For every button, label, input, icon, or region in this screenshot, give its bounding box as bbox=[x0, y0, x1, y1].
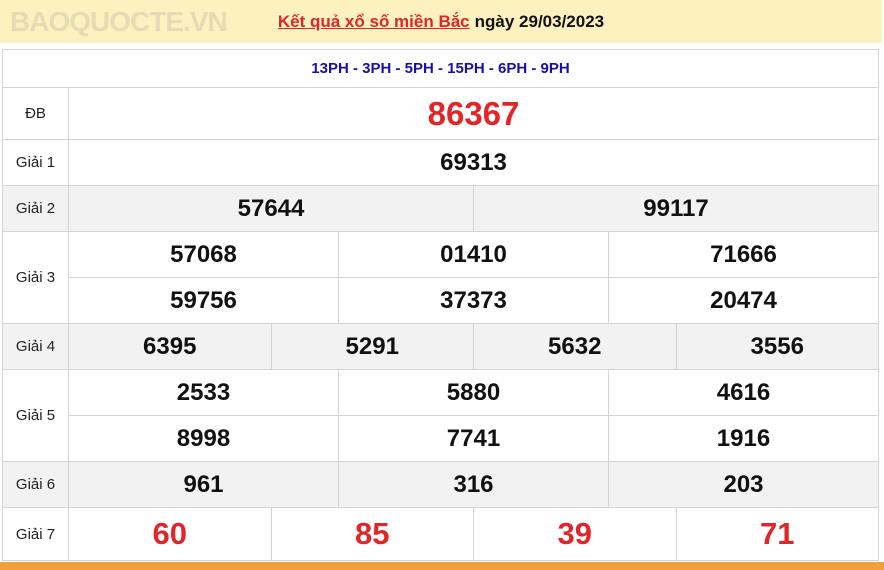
prize-row: ĐB 86367 bbox=[3, 88, 879, 140]
prize-number: 7741 bbox=[339, 416, 609, 461]
prize-number: 01410 bbox=[339, 232, 609, 277]
prize-number: 4616 bbox=[609, 370, 879, 415]
prize-number: 316 bbox=[339, 462, 609, 507]
prize-label: ĐB bbox=[3, 88, 69, 139]
prize-number: 2533 bbox=[69, 370, 339, 415]
prize-number: 69313 bbox=[69, 140, 879, 185]
prize-label: Giải 5 bbox=[3, 370, 69, 461]
prize-number: 5632 bbox=[474, 324, 677, 369]
prize-row: Giải 6 961 316 203 bbox=[3, 462, 879, 508]
title-link[interactable]: Kết quả xổ số miền Bắc bbox=[277, 11, 470, 31]
prize-number: 57068 bbox=[69, 232, 339, 277]
prize-row: Giải 7 60 85 39 71 bbox=[3, 508, 879, 561]
results-table: 13PH - 3PH - 5PH - 15PH - 6PH - 9PH ĐB 86… bbox=[2, 49, 879, 561]
prize-label: Giải 7 bbox=[3, 508, 69, 560]
prize-row: Giải 5 2533 5880 4616 8998 7741 1916 bbox=[3, 370, 879, 462]
prize-number: 57644 bbox=[69, 186, 474, 231]
prize-number: 71 bbox=[677, 508, 879, 560]
prize-number: 20474 bbox=[609, 278, 879, 323]
prize-label: Giải 1 bbox=[3, 140, 69, 185]
prize-number: 59756 bbox=[69, 278, 339, 323]
page-header: Kết quả xổ số miền Bắc ngày 29/03/2023 bbox=[0, 0, 882, 43]
prize-number: 71666 bbox=[609, 232, 879, 277]
prize-label: Giải 3 bbox=[3, 232, 69, 323]
draw-date: ngày 29/03/2023 bbox=[474, 11, 605, 31]
prize-number: 39 bbox=[474, 508, 677, 560]
prize-number: 85 bbox=[272, 508, 474, 560]
prize-label: Giải 6 bbox=[3, 462, 69, 507]
prize-number: 37373 bbox=[339, 278, 609, 323]
prize-number: 5880 bbox=[339, 370, 609, 415]
prize-row: Giải 3 57068 01410 71666 59756 37373 20474 bbox=[3, 232, 879, 324]
prize-number: 6395 bbox=[69, 324, 272, 369]
prize-number: 99117 bbox=[474, 186, 879, 231]
prize-number: 1916 bbox=[609, 416, 879, 461]
prize-row: Giải 2 57644 99117 bbox=[3, 186, 879, 232]
prize-number: 8998 bbox=[69, 416, 339, 461]
prize-row: Giải 4 6395 5291 5632 3556 bbox=[3, 324, 879, 370]
prize-label: Giải 4 bbox=[3, 324, 69, 369]
prize-number: 203 bbox=[609, 462, 879, 507]
footer-bar bbox=[0, 562, 884, 570]
prize-number: 961 bbox=[69, 462, 339, 507]
draw-codes: 13PH - 3PH - 5PH - 15PH - 6PH - 9PH bbox=[3, 50, 879, 88]
prize-number: 60 bbox=[69, 508, 272, 560]
prize-number: 5291 bbox=[272, 324, 474, 369]
prize-number: 86367 bbox=[69, 88, 879, 139]
prize-label: Giải 2 bbox=[3, 186, 69, 231]
prize-row: Giải 1 69313 bbox=[3, 140, 879, 186]
prize-number: 3556 bbox=[677, 324, 879, 369]
